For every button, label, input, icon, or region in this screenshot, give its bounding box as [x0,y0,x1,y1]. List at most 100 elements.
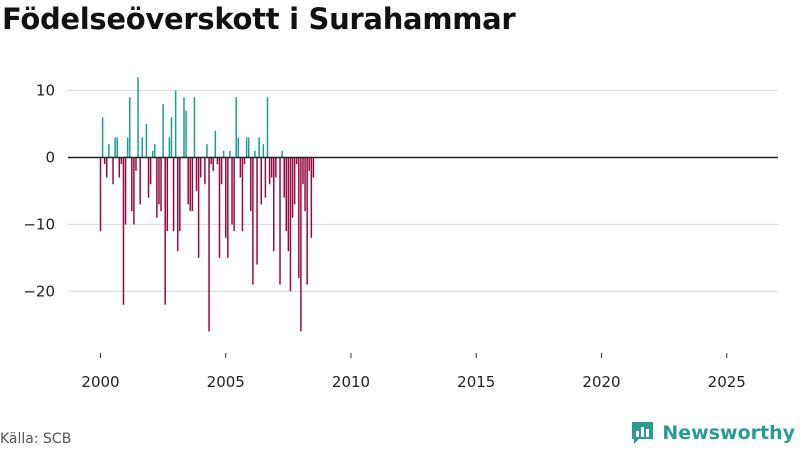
bar [250,157,252,212]
bar [185,110,187,158]
bar [103,157,106,165]
bar [187,157,189,205]
bar [206,144,208,158]
y-tick-label: 0 [45,149,55,167]
x-tick-label: 2020 [582,373,620,391]
chart-logo-icon [632,422,654,444]
bar [264,157,267,198]
bar [247,137,250,158]
bar [172,157,175,232]
bar [312,157,315,178]
bar [139,157,141,205]
x-tick-label: 2005 [207,373,245,391]
bar [99,157,102,232]
bar [137,77,139,158]
bar [279,157,281,285]
y-tick-label: 10 [36,82,55,100]
bar [210,157,212,165]
bars-layer [99,77,315,332]
bar [135,157,137,171]
bar [124,157,127,225]
brand-name: Newsworthy [662,421,795,444]
bar [243,157,246,165]
bar [229,150,231,158]
bar [168,137,171,158]
bar [262,144,265,158]
bar [220,157,223,185]
bar [275,157,277,178]
bar [270,157,273,178]
bar [287,157,290,252]
bar [183,97,185,158]
y-tick-label: −10 [23,215,55,233]
bar [118,157,121,178]
bar [106,157,108,178]
bar [151,150,154,158]
bar [295,157,298,165]
bar [145,124,148,158]
bar [306,157,308,285]
bar [120,157,123,165]
bar [133,157,135,225]
chart-title: Födelseöverskott i Surahammar [2,2,516,36]
bar [191,157,194,212]
bar [289,157,292,292]
bar [199,157,202,178]
bar [281,150,283,158]
bar [273,157,275,252]
bar [112,157,114,185]
x-tick-label: 2015 [457,373,495,391]
bar [195,157,198,191]
bar [241,157,244,232]
bar [164,157,166,305]
source-label: Källa: SCB [0,431,72,447]
bar [258,137,260,158]
bar [158,157,160,205]
bar [174,90,177,158]
bar [116,137,118,158]
bar [141,137,143,158]
bar [233,157,235,232]
bar [212,157,214,171]
bar [179,157,181,232]
bar [227,157,229,258]
bar [245,137,248,158]
bar [231,157,233,225]
bar [208,157,210,332]
bar [114,137,116,158]
bar [204,157,206,185]
bar [310,157,313,238]
bar [235,97,237,158]
bar [268,157,271,185]
bar [300,157,302,332]
bar [162,103,164,158]
bar [131,157,133,212]
bar [256,157,258,265]
bar [285,157,288,232]
bar [302,157,304,185]
bar [254,150,256,158]
grid-layer [68,90,778,292]
bar [298,157,300,278]
bar [218,157,221,258]
bar [266,97,269,158]
bar [149,157,152,185]
bar [291,157,294,218]
y-tick-label: −20 [23,282,55,300]
bar [252,157,254,285]
bar [260,157,262,205]
bar [237,137,240,158]
bar [239,157,242,178]
bar [160,157,162,212]
bar [293,157,296,205]
bar [108,144,110,158]
bar [170,117,173,158]
bar [308,157,310,171]
bar [225,157,227,238]
x-tick-label: 2000 [81,373,119,391]
bar [147,157,150,198]
x-tick-label: 2010 [332,373,370,391]
bar [216,157,219,165]
brand-logo: Newsworthy [630,420,795,445]
bar [128,97,131,158]
